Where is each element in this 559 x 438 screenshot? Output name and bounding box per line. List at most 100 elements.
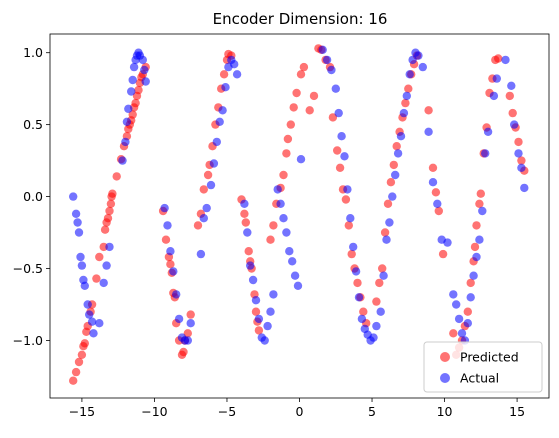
point-predicted-80 [287,120,295,128]
point-actual-45 [213,138,221,146]
point-predicted-59 [220,70,228,78]
point-actual-82 [349,243,357,251]
point-actual-71 [294,282,302,290]
point-actual-0 [69,192,77,200]
point-actual-112 [452,300,460,308]
legend-marker-predicted [440,352,450,362]
point-actual-120 [475,236,483,244]
point-predicted-101 [359,308,367,316]
point-actual-76 [332,85,340,93]
point-actual-122 [481,149,489,157]
point-predicted-92 [333,146,341,154]
x-tick-label-3: 0 [296,404,304,419]
point-actual-28 [140,66,148,74]
point-predicted-103 [372,297,380,305]
point-actual-107 [429,178,437,186]
point-actual-15 [105,243,113,251]
point-actual-5 [78,261,86,269]
point-actual-34 [172,290,180,298]
point-actual-93 [382,236,390,244]
point-actual-47 [218,106,226,114]
point-actual-10 [88,318,96,326]
point-actual-66 [279,214,287,222]
point-actual-27 [139,56,147,64]
point-predicted-104 [375,279,383,287]
point-actual-39 [187,319,195,327]
point-predicted-144 [514,138,522,146]
point-actual-131 [520,184,528,192]
point-actual-40 [197,250,205,258]
point-predicted-133 [475,200,483,208]
point-predicted-119 [429,164,437,172]
x-tick-label-6: 15 [509,404,525,419]
point-actual-20 [127,87,135,95]
point-actual-121 [478,207,486,215]
point-actual-72 [297,155,305,163]
point-actual-89 [369,333,377,341]
legend-label-predicted: Predicted [460,350,519,365]
point-actual-118 [469,272,477,280]
point-predicted-2 [75,358,83,366]
point-predicted-73 [266,236,274,244]
y-tick-label-2: 0.0 [23,189,43,204]
point-actual-35 [175,315,183,323]
point-actual-21 [129,76,137,84]
point-predicted-66 [245,247,253,255]
x-tick-label-4: 5 [368,404,376,419]
point-actual-68 [285,247,293,255]
point-actual-73 [319,46,327,54]
point-actual-113 [455,315,463,323]
point-actual-67 [282,228,290,236]
point-actual-78 [337,132,345,140]
point-actual-125 [493,74,501,82]
point-predicted-82 [292,89,300,97]
x-tick-label-1: −10 [141,404,167,419]
point-predicted-0 [69,377,77,385]
point-predicted-145 [517,156,525,164]
point-predicted-39 [166,260,174,268]
point-actual-129 [514,149,522,157]
point-actual-90 [372,322,380,330]
point-actual-63 [269,290,277,298]
point-predicted-93 [336,164,344,172]
point-actual-41 [200,214,208,222]
point-predicted-29 [131,99,139,107]
point-actual-80 [343,185,351,193]
point-actual-3 [75,228,83,236]
point-predicted-96 [345,221,353,229]
point-predicted-113 [401,99,409,107]
point-predicted-70 [252,308,260,316]
point-actual-69 [288,257,296,265]
point-actual-130 [517,164,525,172]
point-actual-14 [102,261,110,269]
point-actual-95 [388,192,396,200]
point-actual-111 [449,290,457,298]
point-actual-126 [501,56,509,64]
x-tick-label-5: 10 [437,404,453,419]
point-predicted-72 [255,326,263,334]
legend-label-actual: Actual [460,371,499,386]
point-predicted-142 [509,109,517,117]
point-actual-48 [221,83,229,91]
point-predicted-31 [134,86,142,94]
point-predicted-17 [107,200,115,208]
point-predicted-105 [378,264,386,272]
point-predicted-106 [381,228,389,236]
point-actual-43 [207,181,215,189]
point-actual-104 [414,51,422,59]
point-predicted-13 [101,226,109,234]
point-actual-18 [123,118,131,126]
point-actual-7 [81,282,89,290]
point-actual-57 [252,296,260,304]
point-actual-75 [327,66,335,74]
point-predicted-46 [179,348,187,356]
point-actual-42 [203,204,211,212]
point-actual-65 [276,200,284,208]
point-actual-2 [73,218,81,226]
point-predicted-85 [306,106,314,114]
point-actual-74 [323,56,331,64]
point-actual-33 [169,267,177,275]
point-predicted-140 [494,54,502,62]
y-tick-label-3: 0.5 [23,117,43,132]
